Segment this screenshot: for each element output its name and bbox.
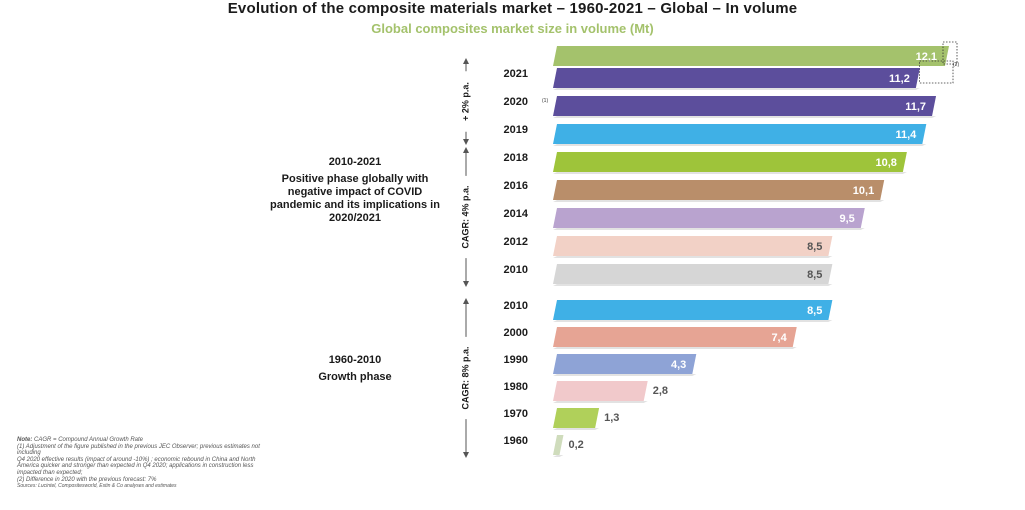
bar-2021-0 bbox=[553, 68, 920, 88]
bar-2014-5-shadow bbox=[553, 228, 865, 230]
chart-title: Evolution of the composite materials mar… bbox=[227, 0, 798, 17]
phase-1960-2010-title: 1960-2010 bbox=[328, 354, 382, 366]
bar-1980-11 bbox=[553, 381, 648, 401]
bar-2020-1-shadow bbox=[553, 116, 937, 118]
value-label-2010-7: 8,5 bbox=[807, 269, 822, 281]
phase-2010-2021-text: Positive phase globally with negative im… bbox=[270, 173, 440, 224]
bar-1960-13 bbox=[553, 435, 564, 455]
value-label-1990-10: 4,3 bbox=[671, 359, 686, 371]
notes-line-0: CAGR = Compound Annual Growth Rate bbox=[34, 437, 144, 443]
bar-2012-6-shadow bbox=[553, 256, 833, 258]
bar-2016-4 bbox=[553, 180, 885, 200]
value-label-1980-11: 2,8 bbox=[653, 385, 668, 397]
notes-label: Note: bbox=[17, 437, 33, 443]
year-label-2020-1: 2020 bbox=[504, 96, 528, 108]
year-label-2021-0: 2021 bbox=[504, 68, 528, 80]
cagr-arrow-1-up bbox=[463, 147, 469, 153]
footnote-2: (2) bbox=[953, 62, 959, 68]
cagr-arrow-1-down bbox=[463, 281, 469, 287]
bar-2010-8-shadow bbox=[553, 320, 833, 322]
year-label-2010-7: 2010 bbox=[504, 264, 528, 276]
cagr-arrow-0-up bbox=[463, 58, 469, 64]
bar-1990-10 bbox=[553, 354, 697, 374]
bar-2020-1 bbox=[553, 96, 937, 116]
year-label-1980-11: 1980 bbox=[504, 381, 528, 393]
cagr-label-2: CAGR: 8% p.a. bbox=[460, 346, 470, 409]
footnotes: Note: CAGR = Compound Annual Growth Rate… bbox=[17, 437, 277, 490]
bar-1990-10-shadow bbox=[553, 374, 697, 376]
phase-1960-2010: 1960-2010 Growth phase bbox=[290, 354, 420, 384]
cagr-label-1: CAGR: 4% p.a. bbox=[460, 185, 470, 248]
bar-2014-5 bbox=[553, 208, 865, 228]
bar-2010-8 bbox=[553, 300, 833, 320]
bar-2000-9 bbox=[553, 327, 797, 347]
notes-line-2: Q4 2020 effective results (impact of aro… bbox=[17, 456, 256, 476]
year-label-2012-6: 2012 bbox=[504, 236, 528, 248]
bar-2010-7 bbox=[553, 264, 833, 284]
value-label-2021-forecast: 12,1 bbox=[916, 51, 937, 63]
bar-2018-3-shadow bbox=[553, 172, 907, 174]
year-label-1960-13: 1960 bbox=[504, 435, 528, 447]
value-label-2021-0: 11,2 bbox=[889, 73, 910, 85]
value-label-2018-3: 10,8 bbox=[875, 157, 896, 169]
year-label-2014-5: 2014 bbox=[504, 208, 529, 220]
cagr-arrow-2-down bbox=[463, 452, 469, 458]
cagr-arrow-0-down bbox=[463, 139, 469, 145]
phase-2010-2021-title: 2010-2021 bbox=[328, 156, 382, 168]
value-label-2016-4: 10,1 bbox=[853, 185, 874, 197]
value-label-2010-8: 8,5 bbox=[807, 305, 822, 317]
value-label-2019-2: 11,4 bbox=[896, 129, 918, 141]
year-label-2000-9: 2000 bbox=[504, 327, 528, 339]
bar-1970-12 bbox=[553, 408, 600, 428]
bar-2010-7-shadow bbox=[553, 284, 833, 286]
bar-2021-0-shadow bbox=[553, 88, 920, 90]
year-label-2016-4: 2016 bbox=[504, 180, 528, 192]
value-label-2014-5: 9,5 bbox=[839, 213, 854, 225]
bar-1960-13-shadow bbox=[553, 455, 564, 457]
notes-sources: Sources: Lucintel, Compositesworld, Esti… bbox=[17, 483, 177, 490]
year-label-2019-2: 2019 bbox=[504, 124, 528, 136]
bar-2021-forecast bbox=[553, 46, 949, 66]
bar-2000-9-shadow bbox=[553, 347, 797, 349]
bar-1980-11-shadow bbox=[553, 401, 648, 403]
bar-2012-6 bbox=[553, 236, 833, 256]
value-label-2000-9: 7,4 bbox=[771, 332, 787, 344]
cagr-arrow-2-up bbox=[463, 298, 469, 304]
notes-line-1: (1) Adjustment of the figure published i… bbox=[17, 443, 260, 457]
year-label-1990-10: 1990 bbox=[504, 354, 528, 366]
footnote-1: (1) bbox=[542, 98, 548, 104]
phase-1960-2010-text: Growth phase bbox=[318, 371, 392, 383]
bar-2019-2-shadow bbox=[553, 144, 927, 146]
bar-1970-12-shadow bbox=[553, 428, 600, 430]
year-label-1970-12: 1970 bbox=[504, 408, 528, 420]
value-label-1970-12: 1,3 bbox=[604, 412, 619, 424]
notes-line-3: (2) Difference in 2020 with the previous… bbox=[17, 476, 157, 483]
bar-2018-3 bbox=[553, 152, 907, 172]
year-label-2010-8: 2010 bbox=[504, 300, 528, 312]
phase-2010-2021: 2010-2021 Positive phase globally with n… bbox=[270, 156, 440, 225]
bar-2016-4-shadow bbox=[553, 200, 885, 202]
value-label-2012-6: 8,5 bbox=[807, 241, 822, 253]
forecast-gap-box-top bbox=[942, 41, 958, 65]
year-label-2018-3: 2018 bbox=[504, 152, 528, 164]
chart-subtitle: Global composites market size in volume … bbox=[371, 21, 654, 36]
cagr-label-0: + 2% p.a. bbox=[460, 82, 470, 121]
forecast-gap-box bbox=[919, 60, 954, 84]
value-label-1960-13: 0,2 bbox=[568, 439, 583, 451]
value-label-2020-1: 11,7 bbox=[905, 101, 926, 113]
bar-2019-2 bbox=[553, 124, 927, 144]
